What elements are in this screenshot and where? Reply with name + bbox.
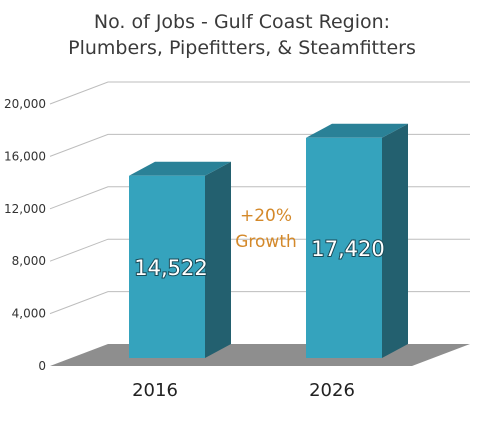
labels: 14,522 2016 17,420 2026 xyxy=(132,236,386,401)
gridline xyxy=(49,81,470,105)
bars xyxy=(129,123,408,358)
growth-annotation-line-1: +20% xyxy=(240,206,292,226)
y-tick-label: 20,000 xyxy=(4,97,46,111)
chart-title-line-1: No. of Jobs - Gulf Coast Region: xyxy=(94,11,390,33)
y-tick-label: 16,000 xyxy=(4,149,46,163)
bar xyxy=(306,137,382,358)
y-tick-label: 0 xyxy=(38,359,46,373)
bar-side xyxy=(205,161,231,358)
y-axis: 0 4,000 8,000 12,000 16,000 20,000 xyxy=(4,97,46,373)
bar-top xyxy=(129,161,231,176)
bar-top xyxy=(306,123,408,138)
chart-floor xyxy=(50,344,470,366)
y-tick-label: 4,000 xyxy=(12,307,46,321)
bar-side xyxy=(382,123,408,358)
bar-value-label: 14,522 xyxy=(134,256,207,280)
bar xyxy=(129,175,205,358)
floor-plane xyxy=(50,344,470,366)
x-tick-label: 2026 xyxy=(309,380,355,401)
y-tick-label: 8,000 xyxy=(12,254,46,268)
x-tick-label: 2016 xyxy=(132,380,178,401)
bar-value-label: 17,420 xyxy=(311,237,384,261)
growth-annotation-line-2: Growth xyxy=(235,232,297,252)
y-tick-label: 12,000 xyxy=(4,202,46,216)
chart-title-line-2: Plumbers, Pipefitters, & Steamfitters xyxy=(68,37,416,59)
